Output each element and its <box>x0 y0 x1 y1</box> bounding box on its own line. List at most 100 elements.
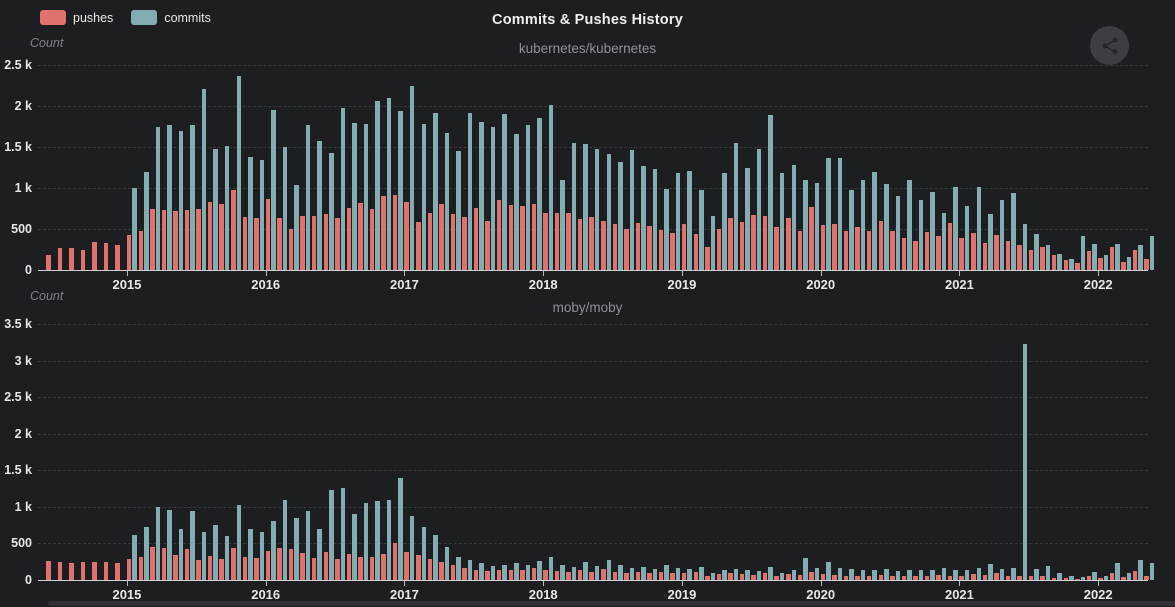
pushes-bar[interactable] <box>670 572 675 580</box>
pushes-bar[interactable] <box>80 562 86 580</box>
pushes-bar[interactable] <box>601 220 606 270</box>
pushes-bar[interactable] <box>797 574 803 580</box>
commits-bar[interactable] <box>1069 575 1074 580</box>
pushes-bar[interactable] <box>1132 250 1138 270</box>
pushes-bar[interactable] <box>693 233 698 270</box>
commits-bar[interactable] <box>1138 559 1143 580</box>
commits-bar[interactable] <box>502 114 507 270</box>
pushes-bar[interactable] <box>288 549 294 580</box>
pushes-bar[interactable] <box>1063 260 1068 270</box>
pushes-bar[interactable] <box>612 224 618 270</box>
commits-bar[interactable] <box>1149 235 1155 270</box>
pushes-bar[interactable] <box>543 212 548 270</box>
pushes-bar[interactable] <box>265 551 271 580</box>
commits-bar[interactable] <box>178 528 184 580</box>
commits-bar[interactable] <box>386 499 392 580</box>
pushes-bar[interactable] <box>774 575 779 580</box>
pushes-bar[interactable] <box>473 207 479 270</box>
commits-bar[interactable] <box>953 187 958 270</box>
pushes-bar[interactable] <box>92 242 97 270</box>
commits-bar[interactable] <box>433 534 438 580</box>
commits-bar[interactable] <box>860 179 866 270</box>
pushes-bar[interactable] <box>878 220 883 270</box>
pushes-bar[interactable] <box>901 238 907 270</box>
pushes-bar[interactable] <box>832 224 837 270</box>
commits-bar[interactable] <box>1045 245 1051 270</box>
commits-bar[interactable] <box>837 158 843 270</box>
horizontal-scrollbar[interactable] <box>48 601 1175 606</box>
pushes-bar[interactable] <box>80 249 86 270</box>
commits-bar[interactable] <box>722 570 727 580</box>
pushes-bar[interactable] <box>1028 250 1034 270</box>
commits-bar[interactable] <box>548 557 554 580</box>
pushes-bar[interactable] <box>843 231 849 270</box>
commits-bar[interactable] <box>641 165 646 270</box>
pushes-bar[interactable] <box>1017 245 1022 270</box>
pushes-bar[interactable] <box>728 218 733 270</box>
commits-bar[interactable] <box>999 200 1005 270</box>
commits-bar[interactable] <box>248 156 253 270</box>
commits-bar[interactable] <box>329 490 334 580</box>
pushes-bar[interactable] <box>982 574 988 580</box>
commits-bar[interactable] <box>1080 235 1086 270</box>
commits-bar[interactable] <box>756 571 762 580</box>
commits-bar[interactable] <box>733 142 739 270</box>
commits-bar[interactable] <box>907 179 912 270</box>
commits-bar[interactable] <box>224 146 230 270</box>
pushes-bar[interactable] <box>496 570 502 580</box>
commits-bar[interactable] <box>375 101 380 270</box>
pushes-bar[interactable] <box>855 575 860 580</box>
pushes-bar[interactable] <box>820 574 826 580</box>
pushes-bar[interactable] <box>924 232 930 270</box>
pushes-bar[interactable] <box>1144 576 1149 580</box>
pushes-bar[interactable] <box>300 215 305 270</box>
commits-bar[interactable] <box>155 506 161 580</box>
commits-bar[interactable] <box>201 532 207 580</box>
pushes-bar[interactable] <box>300 552 305 580</box>
pushes-bar[interactable] <box>658 571 664 580</box>
pushes-bar[interactable] <box>392 543 398 580</box>
pushes-bar[interactable] <box>485 571 490 580</box>
pushes-bar[interactable] <box>959 238 964 270</box>
commits-bar[interactable] <box>352 123 357 270</box>
pushes-bar[interactable] <box>1040 576 1045 580</box>
pushes-bar[interactable] <box>439 561 444 580</box>
pushes-bar[interactable] <box>762 215 768 270</box>
commits-bar[interactable] <box>132 188 137 270</box>
pushes-bar[interactable] <box>658 229 664 270</box>
commits-bar[interactable] <box>398 110 403 270</box>
pushes-bar[interactable] <box>577 570 583 580</box>
pushes-bar[interactable] <box>624 572 629 580</box>
pushes-bar[interactable] <box>554 212 560 270</box>
pushes-bar[interactable] <box>924 575 930 580</box>
pushes-bar[interactable] <box>716 574 722 580</box>
commits-bar[interactable] <box>1057 573 1062 580</box>
commits-bar[interactable] <box>583 143 588 270</box>
commits-bar[interactable] <box>722 173 727 270</box>
commits-bar[interactable] <box>768 115 773 270</box>
commits-bar[interactable] <box>1011 568 1016 580</box>
pushes-bar[interactable] <box>786 574 791 580</box>
pushes-bar[interactable] <box>681 224 687 270</box>
pushes-bar[interactable] <box>311 558 317 580</box>
commits-bar[interactable] <box>768 566 773 580</box>
commits-bar[interactable] <box>282 147 288 270</box>
commits-bar[interactable] <box>340 108 346 270</box>
commits-bar[interactable] <box>514 133 519 270</box>
pushes-bar[interactable] <box>46 560 51 580</box>
commits-bar[interactable] <box>259 532 265 580</box>
pushes-bar[interactable] <box>832 574 837 580</box>
commits-bar[interactable] <box>167 124 172 270</box>
commits-bar[interactable] <box>849 569 854 580</box>
commits-bar[interactable] <box>964 570 970 580</box>
commits-bar[interactable] <box>259 160 265 270</box>
pushes-bar[interactable] <box>1075 262 1080 270</box>
pushes-bar[interactable] <box>1109 247 1115 270</box>
commits-bar[interactable] <box>664 188 669 270</box>
pushes-bar[interactable] <box>358 202 363 270</box>
commits-bar[interactable] <box>675 568 681 580</box>
pushes-bar[interactable] <box>508 570 513 580</box>
commits-bar[interactable] <box>860 570 866 580</box>
pushes-bar[interactable] <box>404 552 409 580</box>
pushes-bar[interactable] <box>450 564 456 580</box>
